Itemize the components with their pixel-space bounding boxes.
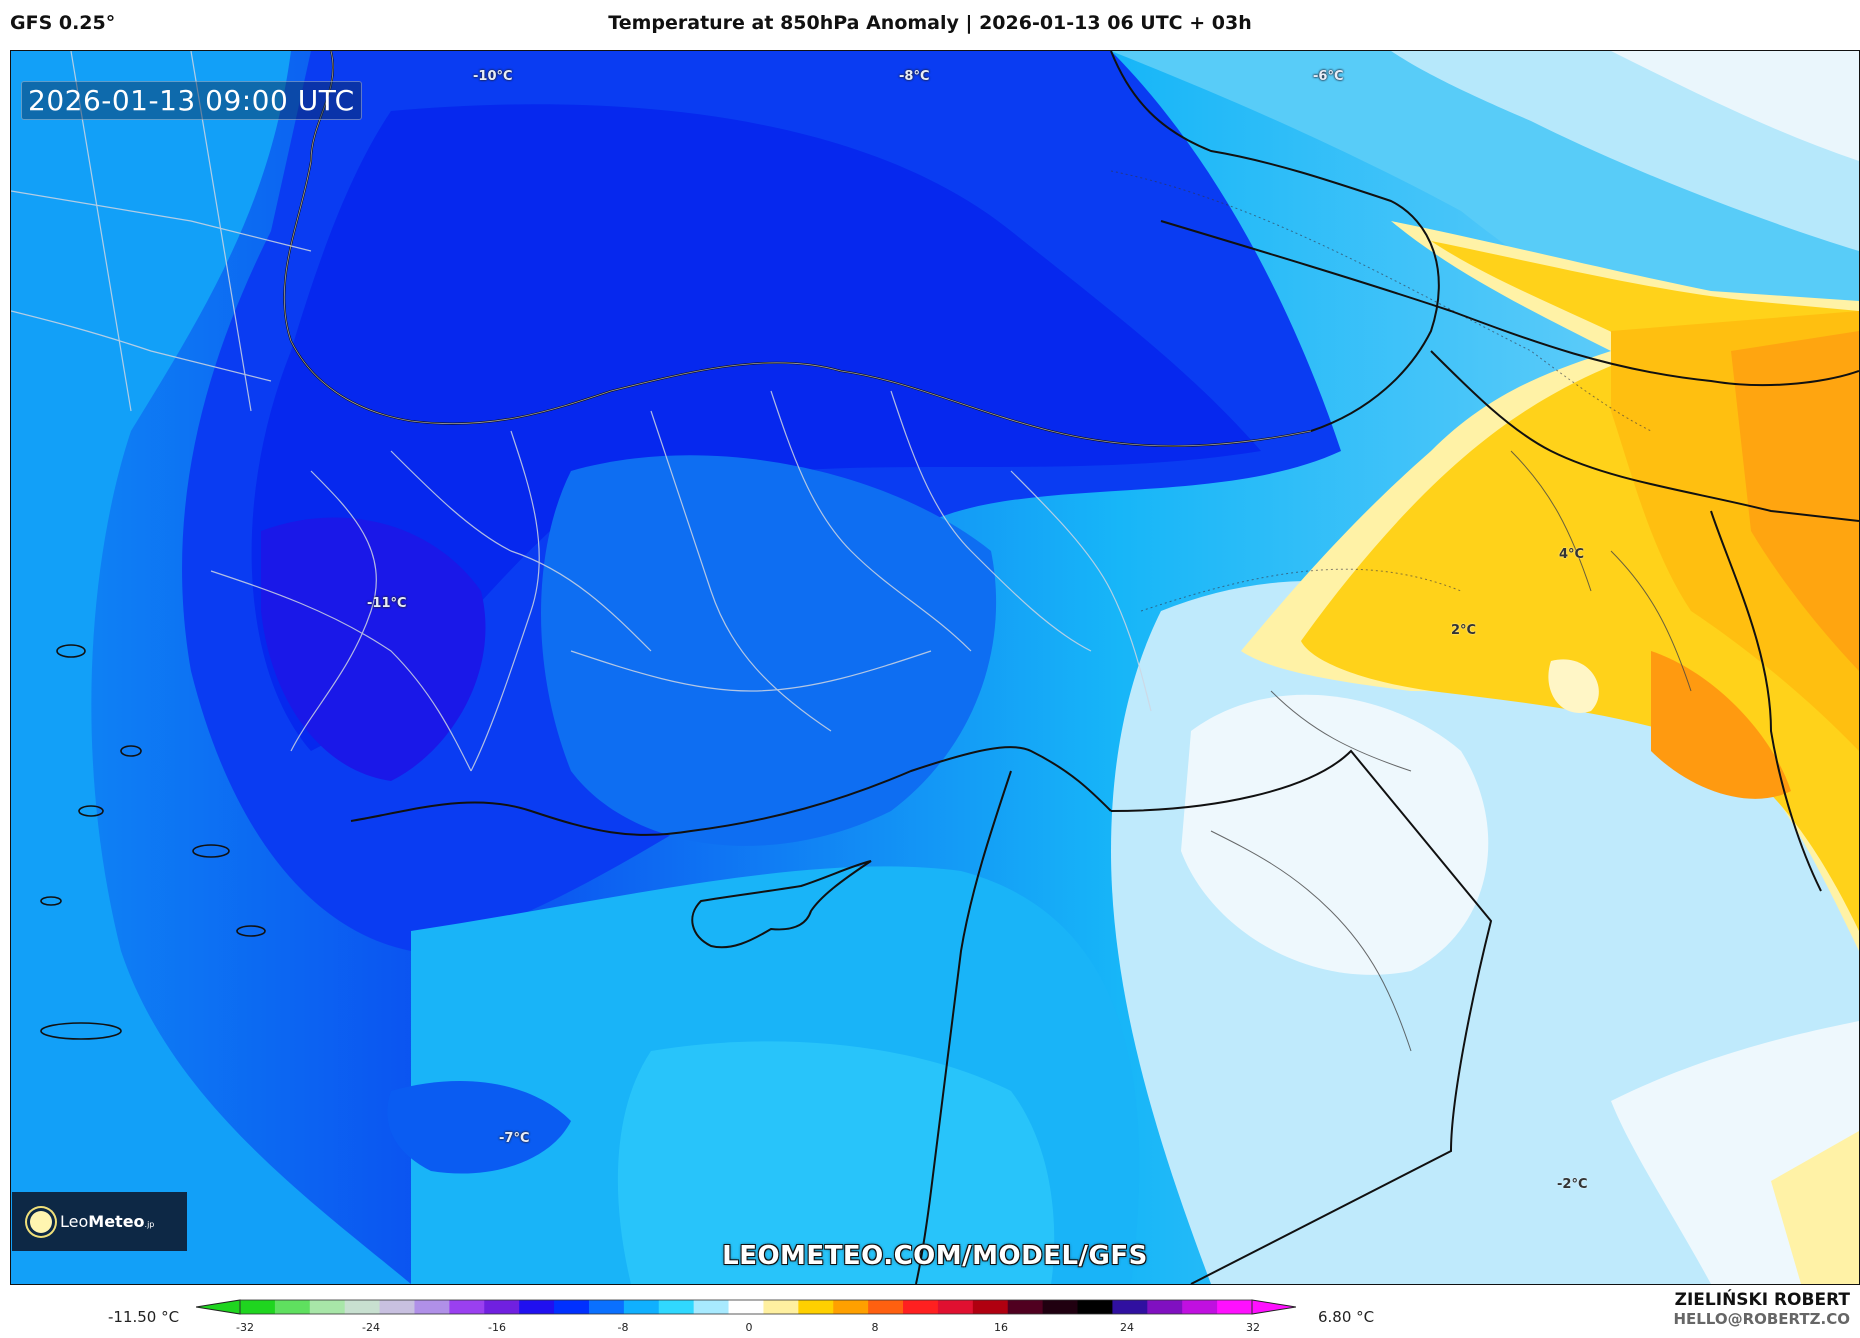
colorbar-tick-label: 8: [871, 1321, 879, 1334]
model-label: GFS 0.25°: [10, 12, 116, 34]
temperature-label: -8°C: [899, 69, 930, 84]
colorbar-tick-label: 32: [1246, 1321, 1260, 1334]
colorbar-tick-label: 16: [994, 1321, 1008, 1334]
temperature-label: 4°C: [1559, 547, 1585, 562]
author-credit: ZIELIŃSKI ROBERT HELLO@ROBERTZ.CO: [1673, 1290, 1850, 1328]
map-field: [11, 51, 1859, 1284]
colorbar: [196, 1299, 1296, 1315]
colorbar-max-label: 6.80 °C: [1318, 1308, 1375, 1326]
temperature-label: -6°C: [1313, 69, 1344, 84]
colorbar-tick-label: -32: [236, 1321, 254, 1334]
temperature-label: -7°C: [499, 1131, 530, 1146]
temperature-anomaly-map: 2026-01-13 09:00 UTC -10°C -8°C -6°C -11°C 4…: [10, 50, 1860, 1285]
temperature-label: -2°C: [1557, 1177, 1588, 1192]
leometeo-logo: LeoMeteo.jp: [12, 1192, 187, 1251]
sun-icon: [30, 1210, 52, 1233]
valid-time-badge: 2026-01-13 09:00 UTC: [21, 81, 362, 120]
temperature-label: -10°C: [473, 69, 513, 84]
colorbar-tick-label: -8: [617, 1321, 629, 1334]
logo-text: LeoMeteo.jp: [60, 1212, 155, 1231]
colorbar-tick-label: -16: [488, 1321, 506, 1334]
chart-title: Temperature at 850hPa Anomaly | 2026-01-…: [608, 12, 1252, 34]
watermark-url: LEOMETEO.COM/MODEL/GFS: [722, 1241, 1148, 1271]
author-email: HELLO@ROBERTZ.CO: [1673, 1310, 1850, 1328]
colorbar-min-label: -11.50 °C: [108, 1308, 180, 1326]
colorbar-tick-label: 0: [745, 1321, 753, 1334]
author-name: ZIELIŃSKI ROBERT: [1674, 1290, 1850, 1310]
colorbar-tick-label: 24: [1120, 1321, 1134, 1334]
colorbar-tick-label: -24: [362, 1321, 380, 1334]
temperature-label: 2°C: [1451, 623, 1477, 638]
temperature-label: -11°C: [367, 596, 407, 611]
